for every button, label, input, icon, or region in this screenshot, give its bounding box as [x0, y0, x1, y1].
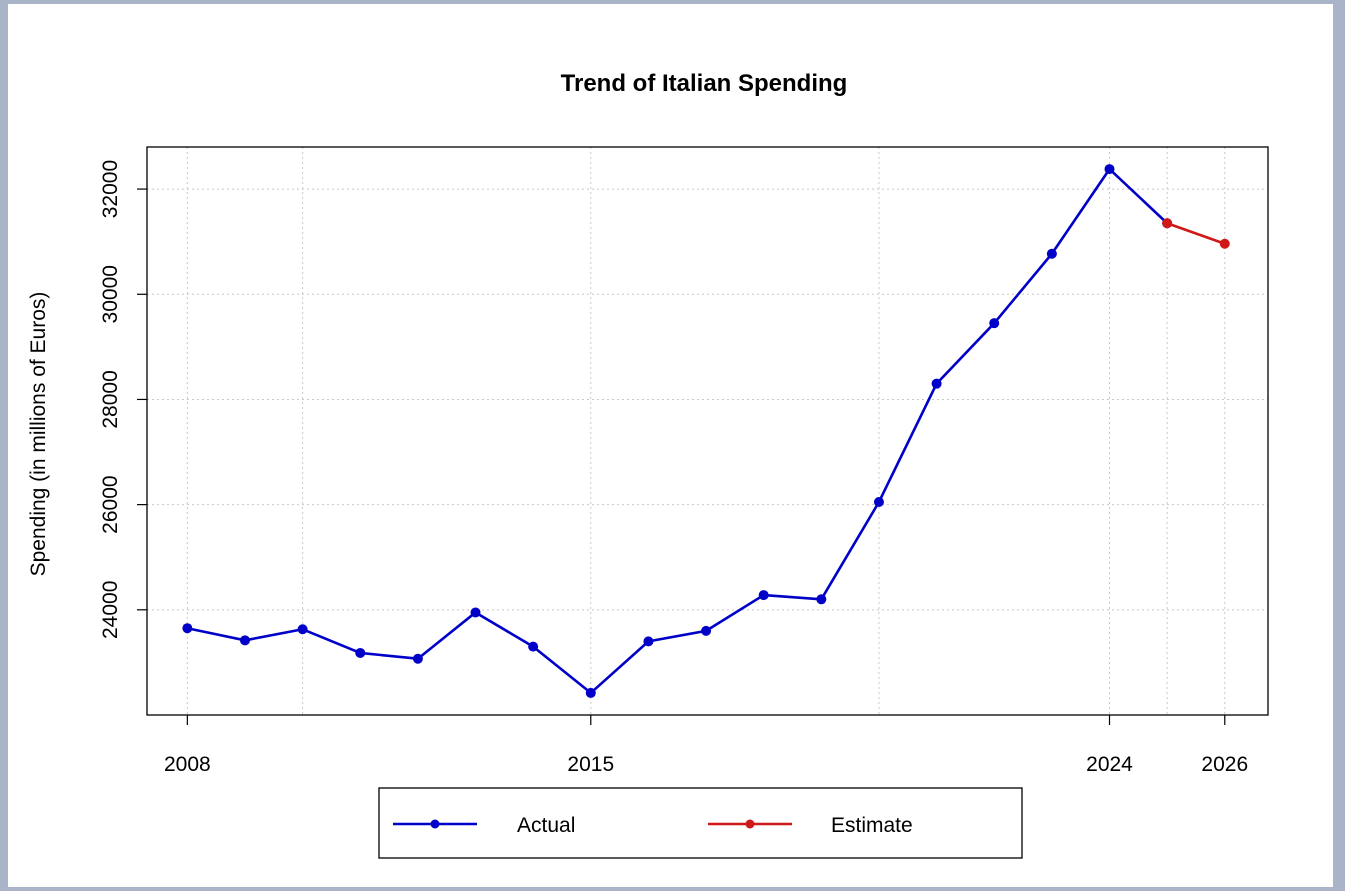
legend-box — [378, 787, 1023, 859]
data-point-actual — [643, 636, 654, 647]
y-axis-label: Spending (in millions of Euros) — [27, 292, 50, 577]
legend-label-actual: Actual — [517, 814, 575, 837]
legend: Actual Estimate — [378, 787, 1023, 859]
chart-frame: Trend of Italian Spending Spending (in m… — [8, 4, 1333, 887]
chart: Trend of Italian Spending Spending (in m… — [27, 70, 1269, 859]
series-line-actual — [187, 167, 1169, 695]
data-point-estimate — [1162, 218, 1173, 229]
data-point-actual — [528, 641, 539, 652]
data-point-actual — [758, 590, 769, 601]
data-point-actual — [931, 378, 942, 389]
x-tick-label: 2008 — [164, 753, 211, 776]
data-point-actual — [1104, 164, 1115, 175]
data-point-actual — [239, 635, 250, 646]
y-tick-label: 24000 — [99, 581, 122, 639]
legend-marker-estimate — [745, 819, 755, 829]
data-point-actual — [470, 607, 481, 618]
y-tick-label: 30000 — [99, 265, 122, 323]
x-tick-label: 2024 — [1086, 753, 1133, 776]
data-point-actual — [701, 625, 712, 636]
x-tick-label: 2026 — [1201, 753, 1248, 776]
data-point-estimate — [1219, 238, 1230, 249]
plot-border — [146, 146, 1269, 716]
legend-marker-actual — [430, 819, 440, 829]
data-point-actual — [182, 623, 193, 634]
chart-title: Trend of Italian Spending — [561, 70, 848, 97]
legend-label-estimate: Estimate — [831, 814, 913, 837]
grid — [147, 147, 1268, 715]
data-point-actual — [585, 687, 596, 698]
axes: 2008 2015 2024 2026 24000 26000 28000 30000 3200… — [99, 160, 1248, 776]
x-tick-label: 2015 — [567, 753, 614, 776]
data-point-actual — [297, 624, 308, 635]
series-layer — [182, 164, 1230, 698]
y-tick-label: 28000 — [99, 370, 122, 428]
y-tick-label: 26000 — [99, 475, 122, 533]
data-point-actual — [412, 653, 423, 664]
y-tick-label: 32000 — [99, 160, 122, 218]
data-point-actual — [1046, 248, 1057, 259]
data-point-actual — [355, 647, 366, 658]
data-point-actual — [873, 497, 884, 507]
series-line-estimate — [1166, 222, 1226, 245]
data-point-actual — [816, 594, 827, 605]
data-point-actual — [989, 318, 1000, 329]
